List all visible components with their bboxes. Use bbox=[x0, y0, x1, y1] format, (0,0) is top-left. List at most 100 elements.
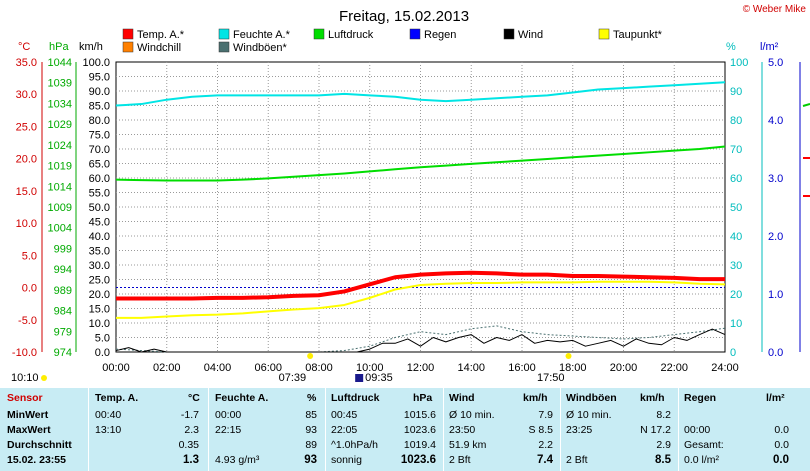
table-cell: 0.0 bbox=[773, 454, 789, 466]
table-cell: 23:25 bbox=[566, 424, 593, 436]
table-cell: 00:45 bbox=[331, 409, 358, 421]
humidity-tick: 80 bbox=[730, 115, 742, 127]
humidity-tick: 10 bbox=[730, 318, 742, 330]
table-cell: 00:40 bbox=[95, 409, 122, 421]
table-cell: 23:50 bbox=[449, 424, 476, 436]
rain-tick: 4.0 bbox=[768, 115, 783, 127]
table-cell: 2.2 bbox=[538, 439, 553, 451]
pressure-tick: 1014 bbox=[48, 181, 72, 193]
series-line bbox=[116, 270, 725, 301]
humidity-tick: 20 bbox=[730, 289, 742, 301]
pressure-tick: 999 bbox=[54, 243, 72, 255]
table-cell: 2.9 bbox=[656, 439, 671, 451]
series-line bbox=[116, 280, 726, 319]
pressure-tick: 1019 bbox=[48, 161, 72, 173]
pressure-tick: 1024 bbox=[48, 140, 72, 152]
legend-swatch bbox=[313, 28, 325, 40]
wind-tick: 35.0 bbox=[89, 246, 110, 258]
table-cell: 2 Bft bbox=[449, 454, 471, 466]
col-unit-wind: km/h bbox=[523, 392, 548, 404]
table-cell: 8.5 bbox=[655, 454, 671, 466]
table-cell: 15.02. 23:55 bbox=[7, 454, 66, 466]
x-tick-label: 00:00 bbox=[102, 362, 130, 374]
sun-icon bbox=[307, 353, 314, 359]
table-cell: 51.9 km bbox=[449, 439, 487, 451]
wind-tick: 50.0 bbox=[89, 202, 110, 214]
pressure-tick: 1029 bbox=[48, 119, 72, 131]
temp-tick: 0.0 bbox=[22, 283, 37, 295]
col-unit-press: hPa bbox=[413, 392, 433, 404]
x-tick-label: 22:00 bbox=[660, 362, 688, 374]
humidity-tick: 50 bbox=[730, 202, 742, 214]
col-title-temp: Temp. A. bbox=[95, 392, 139, 404]
col-title-wind: Wind bbox=[449, 392, 475, 404]
legend-label: Windchill bbox=[137, 42, 181, 54]
table-cell: Ø 10 min. bbox=[566, 409, 612, 421]
pressure-tick: 979 bbox=[54, 326, 72, 338]
humidity-tick: 100 bbox=[730, 57, 748, 69]
wind-tick: 55.0 bbox=[89, 188, 110, 200]
humidity-tick: 30 bbox=[730, 260, 742, 272]
legend-swatch bbox=[218, 28, 230, 40]
table-cell: 2 Bft bbox=[566, 454, 588, 466]
table-cell: 93 bbox=[305, 424, 317, 436]
wind-tick: 30.0 bbox=[89, 260, 110, 272]
chart-title: Freitag, 15.02.2013 bbox=[339, 8, 469, 25]
x-tick-label: 04:00 bbox=[204, 362, 232, 374]
table-cell: 00:00 bbox=[215, 409, 242, 421]
wind-tick: 5.0 bbox=[95, 333, 110, 345]
rain-tick: 3.0 bbox=[768, 173, 783, 185]
table-cell: Gesamt: bbox=[684, 439, 724, 451]
x-tick-label: 20:00 bbox=[610, 362, 638, 374]
rain-tick: 2.0 bbox=[768, 231, 783, 243]
wind-tick: 80.0 bbox=[89, 115, 110, 127]
table-cell: 0.0 bbox=[774, 424, 789, 436]
wind-tick: 70.0 bbox=[89, 144, 110, 156]
x-tick-label: 02:00 bbox=[153, 362, 181, 374]
wind-tick: 90.0 bbox=[89, 86, 110, 98]
x-tick-label: 12:00 bbox=[407, 362, 435, 374]
temp-tick: 5.0 bbox=[22, 250, 37, 262]
pressure-tick: 994 bbox=[54, 264, 72, 276]
pressure-tick: 1009 bbox=[48, 202, 72, 214]
legend-label: Wind bbox=[518, 29, 543, 41]
temp-tick: 20.0 bbox=[16, 154, 37, 166]
table-cell: 0.0 bbox=[774, 439, 789, 451]
col-unit-rain: l/m² bbox=[766, 392, 785, 404]
x-tick-label: 08:00 bbox=[305, 362, 333, 374]
credit-label: © Weber Mike bbox=[743, 4, 807, 15]
pressure-tick: 1044 bbox=[48, 57, 72, 69]
table-cell: 89 bbox=[305, 439, 317, 451]
table-cell: 2.3 bbox=[184, 424, 199, 436]
table-cell: 1015.6 bbox=[403, 409, 436, 421]
table-cell: 7.9 bbox=[538, 409, 553, 421]
temp-tick: 30.0 bbox=[16, 89, 37, 101]
table-cell: N 17.2 bbox=[640, 424, 671, 436]
wind-tick: 20.0 bbox=[89, 289, 110, 301]
legend-label: Feuchte A.* bbox=[233, 29, 291, 41]
humidity-unit: % bbox=[726, 41, 736, 53]
legend-label: Taupunkt* bbox=[613, 29, 663, 41]
series-line bbox=[115, 81, 726, 107]
series-line bbox=[115, 145, 726, 182]
x-tick-label: 16:00 bbox=[508, 362, 536, 374]
pressure-tick: 1039 bbox=[48, 78, 72, 90]
col-title-press: Luftdruck bbox=[331, 392, 380, 404]
legend-swatch bbox=[409, 28, 421, 40]
sun-time: 17:50 bbox=[537, 372, 565, 384]
wind-tick: 95.0 bbox=[89, 72, 110, 84]
col-unit-temp: °C bbox=[188, 392, 200, 404]
table-cell: 0.0 l/m² bbox=[684, 454, 720, 466]
table-cell: S 8.5 bbox=[528, 424, 553, 436]
humidity-tick: 90 bbox=[730, 86, 742, 98]
legend-label: Temp. A.* bbox=[137, 29, 185, 41]
temp-tick: 15.0 bbox=[16, 186, 37, 198]
temp-tick: -10.0 bbox=[12, 347, 37, 359]
table-cell: 1023.6 bbox=[403, 424, 436, 436]
table-cell: 85 bbox=[305, 409, 317, 421]
wind-tick: 65.0 bbox=[89, 159, 110, 171]
temp-unit: °C bbox=[18, 41, 30, 53]
col-unit-gust: km/h bbox=[640, 392, 665, 404]
wind-tick: 10.0 bbox=[89, 318, 110, 330]
legend-label: Luftdruck bbox=[328, 29, 374, 41]
